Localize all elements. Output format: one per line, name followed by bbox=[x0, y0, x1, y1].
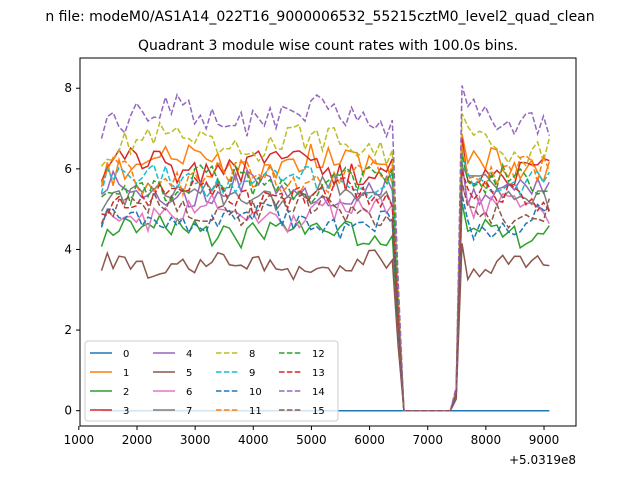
x-tick-label: 5000 bbox=[296, 433, 327, 447]
y-tick-label: 2 bbox=[64, 323, 72, 337]
series-line-2 bbox=[100, 202, 550, 412]
series-line-4 bbox=[101, 162, 550, 412]
y-tick-label: 8 bbox=[64, 81, 72, 95]
y-tick-label: 0 bbox=[64, 404, 72, 418]
series-line-13 bbox=[101, 170, 550, 412]
x-offset-label: +5.0319e8 bbox=[509, 453, 576, 467]
x-tick-label: 9000 bbox=[529, 433, 560, 447]
x-tick-label: 7000 bbox=[412, 433, 443, 447]
legend-label-14: 14 bbox=[312, 387, 325, 398]
series-line-1 bbox=[100, 133, 551, 412]
x-tick-label: 4000 bbox=[238, 433, 269, 447]
series-line-3 bbox=[100, 137, 550, 412]
series-line-10 bbox=[100, 194, 550, 412]
legend-label-11: 11 bbox=[249, 406, 262, 417]
legend-label-2: 2 bbox=[123, 387, 129, 398]
legend-frame bbox=[84, 340, 339, 422]
legend-label-6: 6 bbox=[186, 387, 192, 398]
legend-label-0: 0 bbox=[123, 349, 129, 360]
y-tick-label: 4 bbox=[64, 242, 72, 256]
plot-frame bbox=[79, 57, 577, 427]
series-line-15 bbox=[100, 182, 551, 412]
legend-label-5: 5 bbox=[186, 368, 192, 379]
x-axis: 1000 2000 3000 4000 5000 6000 7000 8000 9000 bbox=[64, 426, 560, 447]
series-line-12 bbox=[101, 153, 550, 412]
legend-label-12: 12 bbox=[312, 349, 325, 360]
x-tick-label: 6000 bbox=[354, 433, 385, 447]
legend-label-15: 15 bbox=[312, 406, 325, 417]
series-layer bbox=[100, 85, 551, 412]
legend-label-1: 1 bbox=[123, 368, 129, 379]
series-line-8 bbox=[100, 113, 551, 412]
x-tick-label: 2000 bbox=[122, 433, 153, 447]
x-tick-label: 1000 bbox=[64, 433, 95, 447]
series-line-14 bbox=[100, 85, 551, 412]
legend-label-10: 10 bbox=[249, 387, 262, 398]
y-axis: 0 2 4 6 8 bbox=[64, 81, 80, 418]
series-line-5 bbox=[100, 243, 550, 412]
x-tick-label: 3000 bbox=[180, 433, 211, 447]
legend-label-4: 4 bbox=[186, 349, 192, 360]
legend-label-3: 3 bbox=[123, 406, 129, 417]
chart-title: Quadrant 3 module wise count rates with … bbox=[138, 38, 518, 54]
series-line-11 bbox=[100, 145, 550, 412]
legend-label-7: 7 bbox=[186, 406, 192, 417]
legend-label-8: 8 bbox=[249, 349, 255, 360]
series-line-6 bbox=[100, 186, 550, 412]
legend-label-13: 13 bbox=[312, 368, 325, 379]
y-tick-label: 6 bbox=[64, 162, 72, 176]
legend-label-9: 9 bbox=[249, 368, 255, 379]
x-tick-label: 8000 bbox=[471, 433, 502, 447]
figure-suptitle: n file: modeM0/AS1A14_022T16_9000006532_… bbox=[45, 9, 594, 25]
